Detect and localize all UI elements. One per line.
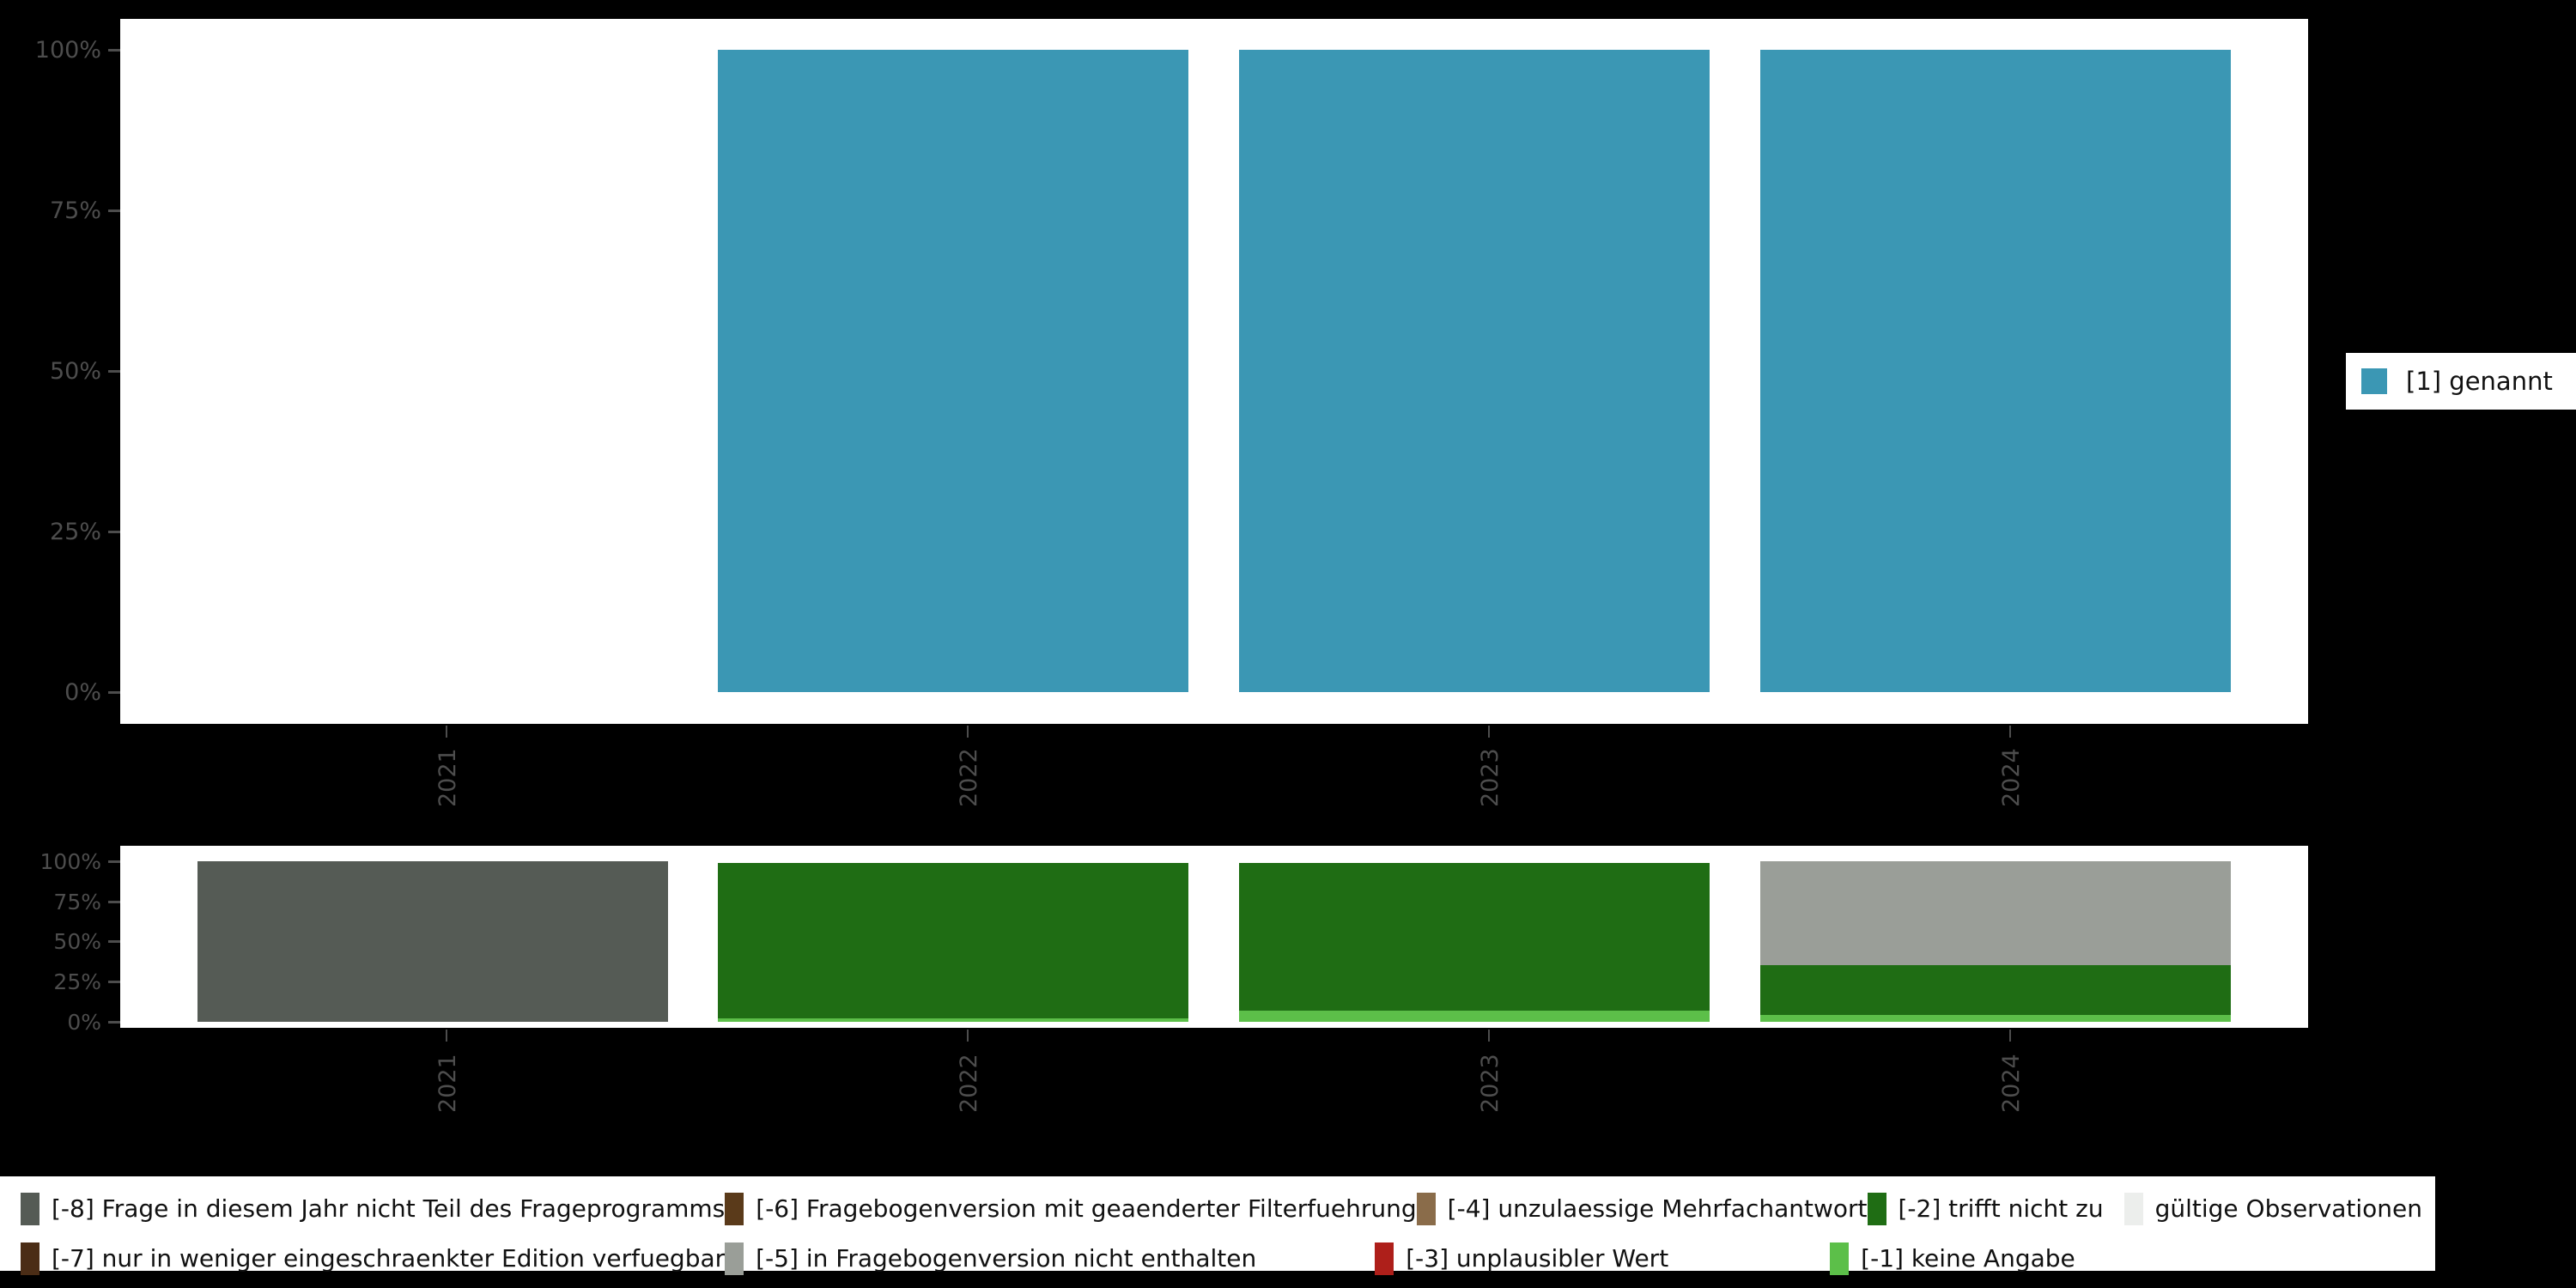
legend-entry-neg8: [-8] Frage in diesem Jahr nicht Teil des…: [21, 1193, 725, 1225]
top-ytick-label-75: 75%: [49, 197, 101, 224]
bottom-bar-2023-seg-neg1: [1239, 1011, 1710, 1022]
legend-row-2: [-7] nur in weniger eingeschraenkter Edi…: [9, 1238, 2427, 1279]
bottom-ytick-mark-25: [108, 981, 120, 983]
legend-entry-neg4: [-4] unzulaessige Mehrfachantwort: [1416, 1193, 1868, 1225]
legend-row-1: [-8] Frage in diesem Jahr nicht Teil des…: [9, 1188, 2427, 1230]
bottom-chart-plot-area: [120, 846, 2308, 1028]
legend-swatch-neg8: [21, 1193, 39, 1225]
legend-swatch-valid-obs: [2123, 1193, 2143, 1225]
legend-label-neg6: [-6] Fragebogenversion mit geaenderter F…: [756, 1194, 1417, 1223]
top-xtick-label-2023: 2023: [1477, 748, 1504, 807]
top-ytick-mark-25: [108, 531, 120, 533]
bottom-xtick-mark-2021: [446, 1030, 447, 1042]
bottom-ytick-mark-50: [108, 940, 120, 943]
bottom-xtick-mark-2024: [2009, 1030, 2011, 1042]
legend-label-genannt: [1] genannt: [2406, 367, 2553, 396]
bottom-bar-2024-seg-neg2: [1760, 965, 2231, 1016]
top-ytick-mark-75: [108, 210, 120, 212]
top-ytick-label-25: 25%: [49, 519, 101, 545]
legend-entry-neg3: [-3] unplausibler Wert: [1375, 1242, 1668, 1275]
top-ytick-label-0: 0%: [64, 679, 101, 706]
legend-swatch-neg4: [1416, 1193, 1436, 1225]
legend-entry-neg2: [-2] trifft nicht zu: [1867, 1193, 2104, 1225]
bottom-ytick-label-25: 25%: [53, 969, 101, 994]
top-xtick-mark-2022: [967, 726, 969, 738]
top-bar-2024-genannt: [1760, 50, 2231, 692]
top-chart-plot-area: [120, 19, 2308, 724]
legend-entry-neg6: [-6] Fragebogenversion mit geaenderter F…: [725, 1193, 1417, 1225]
legend-label-neg7: [-7] nur in weniger eingeschraenkter Edi…: [52, 1244, 726, 1273]
legend-entry-valid-obs: gültige Observationen: [2123, 1193, 2423, 1225]
bottom-xtick-label-2022: 2022: [956, 1054, 982, 1113]
top-ytick-label-50: 50%: [49, 358, 101, 385]
bottom-xtick-label-2023: 2023: [1477, 1054, 1504, 1113]
legend-entry-neg5: [-5] in Fragebogenversion nicht enthalte…: [725, 1242, 1256, 1275]
top-xtick-mark-2024: [2009, 726, 2011, 738]
legend-swatch-genannt: [2361, 368, 2387, 394]
bottom-bar-2021-seg-neg8: [197, 861, 668, 1022]
bottom-ytick-label-0: 0%: [67, 1010, 101, 1035]
bottom-xtick-mark-2023: [1488, 1030, 1490, 1042]
top-xtick-label-2021: 2021: [434, 748, 461, 807]
top-xtick-label-2024: 2024: [1998, 748, 2025, 807]
bottom-xtick-label-2021: 2021: [434, 1054, 461, 1113]
bottom-ytick-mark-100: [108, 860, 120, 863]
legend-label-neg4: [-4] unzulaessige Mehrfachantwort: [1447, 1194, 1868, 1223]
legend-label-neg8: [-8] Frage in diesem Jahr nicht Teil des…: [52, 1194, 726, 1223]
bottom-ytick-label-100: 100%: [39, 849, 101, 874]
top-bar-2022-genannt: [718, 50, 1188, 692]
bottom-bar-2022-seg-neg1: [718, 1018, 1188, 1022]
legend-label-neg1: [-1] keine Angabe: [1861, 1244, 2075, 1273]
bottom-bar-2024-seg-neg5: [1760, 861, 2231, 965]
bottom-bar-2023-seg-neg2: [1239, 863, 1710, 1012]
bottom-ytick-label-75: 75%: [53, 890, 101, 914]
bottom-xtick-mark-2022: [967, 1030, 969, 1042]
legend-swatch-neg6: [725, 1193, 744, 1225]
legend-swatch-neg7: [21, 1242, 39, 1275]
top-ytick-mark-50: [108, 370, 120, 373]
legend-entry-neg7: [-7] nur in weniger eingeschraenkter Edi…: [21, 1242, 725, 1275]
bottom-ytick-label-50: 50%: [53, 929, 101, 954]
top-xtick-label-2022: 2022: [956, 748, 982, 807]
legend-swatch-neg2: [1867, 1193, 1886, 1225]
bottom-ytick-mark-75: [108, 901, 120, 903]
legend-label-neg5: [-5] in Fragebogenversion nicht enthalte…: [756, 1244, 1257, 1273]
legend-entry-neg1: [-1] keine Angabe: [1830, 1242, 2075, 1275]
legend-label-neg2: [-2] trifft nicht zu: [1898, 1194, 2104, 1223]
top-chart-legend: [1] genannt: [2346, 353, 2576, 410]
top-xtick-mark-2021: [446, 726, 447, 738]
top-xtick-mark-2023: [1488, 726, 1490, 738]
top-ytick-mark-100: [108, 49, 120, 52]
bottom-bar-2024-seg-neg1: [1760, 1015, 2231, 1022]
top-bar-2023-genannt: [1239, 50, 1710, 692]
bottom-xtick-label-2024: 2024: [1998, 1054, 2025, 1113]
top-ytick-mark-0: [108, 691, 120, 694]
bottom-bar-2022-seg-neg2: [718, 863, 1188, 1020]
legend-label-neg3: [-3] unplausibler Wert: [1406, 1244, 1669, 1273]
bottom-chart-legend: [-8] Frage in diesem Jahr nicht Teil des…: [0, 1176, 2435, 1275]
legend-swatch-neg5: [725, 1242, 744, 1275]
legend-swatch-neg3: [1375, 1242, 1394, 1275]
legend-label-valid-obs: gültige Observationen: [2154, 1194, 2423, 1223]
top-ytick-label-100: 100%: [34, 37, 101, 64]
bottom-ytick-mark-0: [108, 1021, 120, 1024]
legend-swatch-neg1: [1830, 1242, 1850, 1275]
